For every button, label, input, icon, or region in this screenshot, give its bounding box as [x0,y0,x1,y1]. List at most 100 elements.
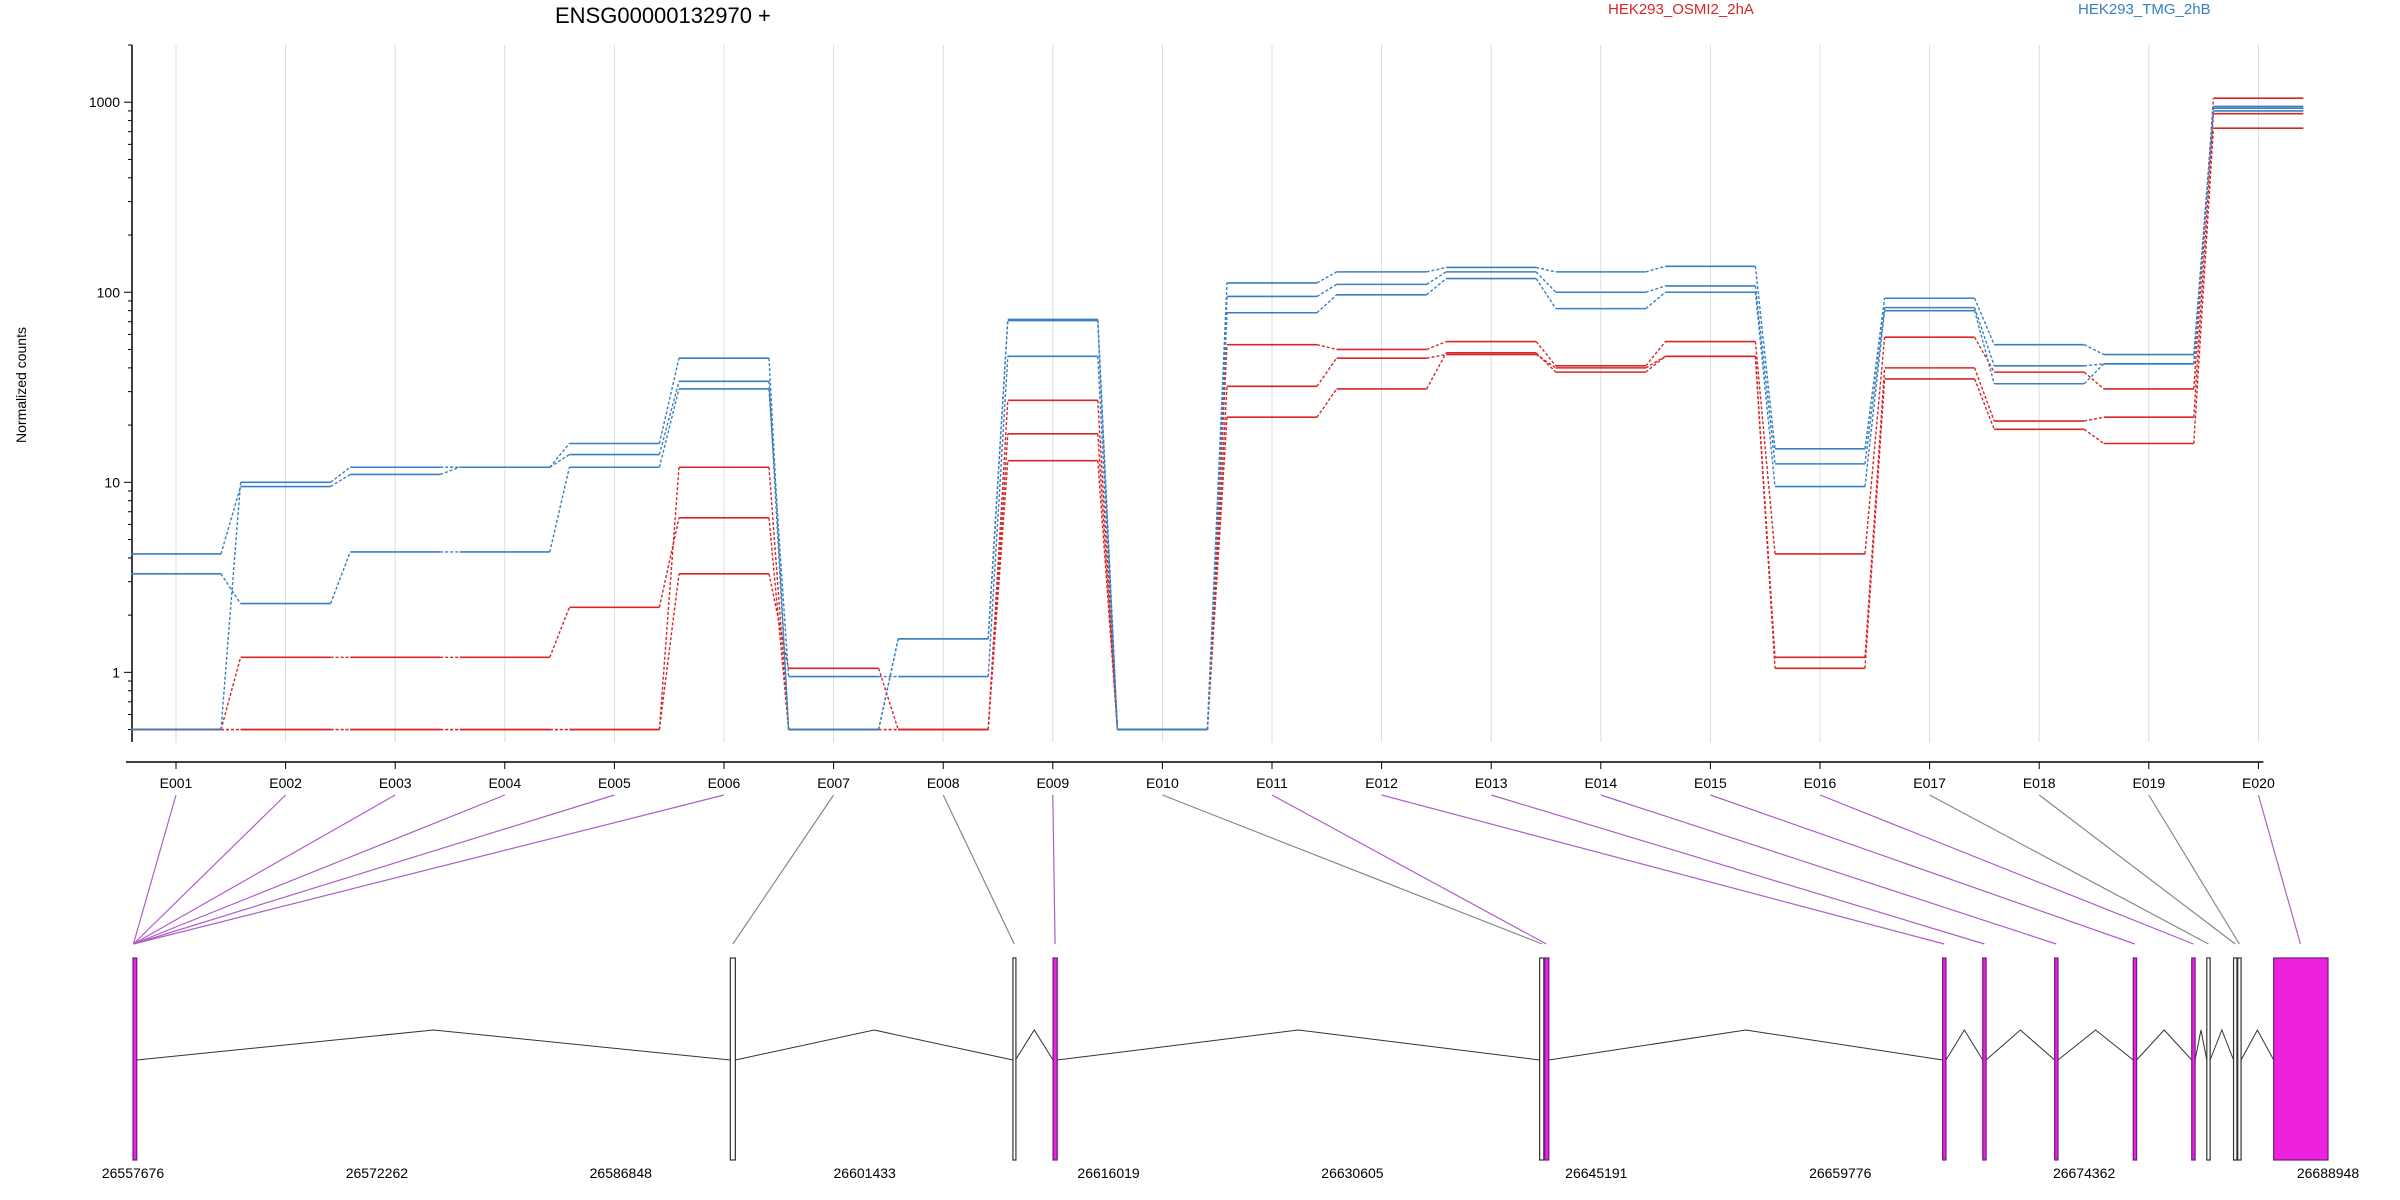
series-connector [2193,128,2215,444]
series-connector [1645,291,1666,310]
intron-line [2057,1029,2134,1061]
genomic-coordinate-label: 26674362 [2053,1165,2116,1181]
series-connector [2084,363,2104,367]
series-connector [220,573,242,604]
series-connector [987,319,1009,639]
series-connector [658,358,680,444]
series-connector [1316,388,1338,418]
series-connector [2083,371,2105,390]
genomic-coordinate-label: 26616019 [1077,1165,1140,1181]
exon-box [1052,957,1058,1161]
series-connector [768,358,790,730]
series-connector [1535,353,1557,369]
series-connector [549,453,570,468]
series-connector [1864,307,1886,464]
exon-box [2237,957,2242,1161]
series-connector [1645,355,1666,373]
series-connector [329,551,351,604]
series-connector [220,482,242,730]
series-connector [1973,307,1995,367]
exon-link-line [133,794,725,945]
genomic-coordinate-label: 26572262 [346,1165,409,1181]
legend-entry-osmi2: HEK293_OSMI2_2hA [1608,1,1754,18]
x-tick-label: E013 [1475,775,1508,791]
series-connector [330,466,351,483]
exon-link-line [1600,794,2057,945]
genomic-coordinate-label: 26557676 [102,1165,165,1181]
intron-line [735,1029,1014,1061]
genomic-coordinate-label: 26630605 [1321,1165,1384,1181]
intron-line [2136,1029,2193,1061]
x-tick-label: E004 [488,775,521,791]
x-tick-label: E010 [1146,775,1179,791]
series-connector [2083,363,2105,385]
y-tick-label: 100 [97,284,121,300]
series-connector [658,381,680,455]
intron-line [1945,1029,1984,1061]
genomic-coordinate-label: 26659776 [1809,1165,1872,1181]
series-connector [549,443,570,468]
intron-line [2209,1028,2235,1061]
intron-line [2240,1028,2275,1061]
x-tick-label: E002 [269,775,302,791]
legend-entry-tmg: HEK293_TMG_2hB [2078,1,2211,18]
series-connector [1535,278,1557,310]
series-connector [1535,271,1557,293]
exon-box [729,957,736,1161]
series-connector [1425,352,1447,390]
series-connector [1206,282,1228,730]
exon-box [2232,957,2238,1161]
series-connector [1754,341,1776,554]
series-connector [1535,352,1557,373]
series-connector [1864,337,1886,554]
series-connector [1426,353,1447,359]
series-connector [1426,278,1447,296]
x-tick-label: E018 [2023,775,2056,791]
exon-link-lines [132,794,2302,945]
x-tick-label: E003 [379,775,412,791]
series-connector [1645,355,1666,369]
gene-model: 26557676 26572262 26586848 26601433 26616019… [102,957,2360,1181]
exon-link-line [1052,794,1056,945]
y-axis-label: Normalized counts [13,327,29,443]
series-connector [220,657,242,730]
exon-link-line [1929,794,2209,945]
series-connector [768,467,790,730]
genomic-coordinate-label: 26688948 [2297,1165,2360,1181]
x-tick-label: E012 [1365,775,1398,791]
x-tick-label: E011 [1256,775,1288,791]
series-connector [1426,271,1447,285]
series-connector [2193,108,2215,364]
exon-box [2191,957,2196,1161]
series-connector [549,467,571,553]
x-tick-label: E020 [2242,775,2275,791]
exon-box [1539,957,1545,1161]
exon-link-line [732,794,835,945]
exon-link-line [1819,794,2194,945]
series-connector [1973,336,1995,373]
x-tick-label: E006 [708,775,741,791]
y-tick-label: 10 [104,474,120,490]
series-3 [131,97,2304,731]
genomic-coordinate-label: 26601433 [834,1165,897,1181]
x-tick-label: E001 [160,775,193,791]
intron-line [1015,1029,1054,1061]
intron-line [2194,1029,2208,1061]
exon-link-line [133,794,506,945]
series-6 [131,105,2304,731]
series-connector [1316,294,1338,314]
series-connector [2083,428,2105,445]
axes: 1 10 100 1000 E001 E002 E003 E004 E005 E006 E007 E0… [89,44,2275,791]
exon-link-line [1381,794,1945,945]
exon-box [1942,957,1947,1161]
series-connector [1754,266,1776,449]
chart-title: ENSG00000132970 + [555,3,771,28]
series-connector [1316,343,1337,351]
intron-line [1057,1029,1540,1061]
genomic-coordinate-label: 26645191 [1565,1165,1628,1181]
series-connector [987,356,1009,677]
series-connector [1864,298,1886,449]
series-connector [439,466,461,476]
series-connector [1645,341,1666,367]
series-connector [1426,340,1447,351]
